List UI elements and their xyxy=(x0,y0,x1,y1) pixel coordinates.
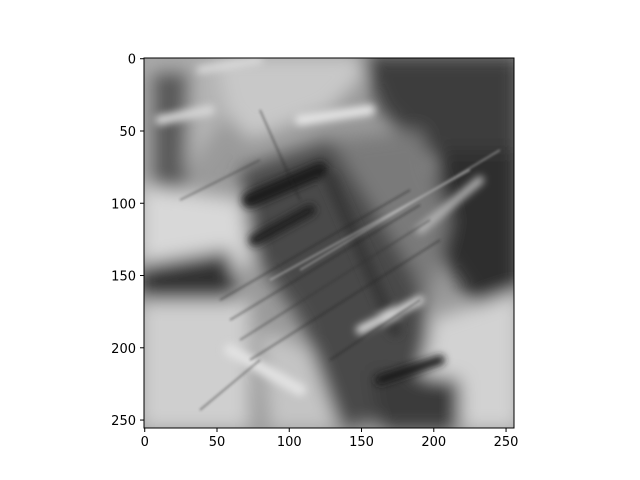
y-axis: 0 50 100 150 200 250 xyxy=(111,53,144,429)
x-tick-label: 100 xyxy=(277,435,302,450)
image-canvas xyxy=(144,58,514,428)
y-tick-label: 200 xyxy=(111,342,136,357)
y-tick-label: 50 xyxy=(119,125,136,140)
x-tick-label: 250 xyxy=(494,435,519,450)
x-tick-label: 0 xyxy=(141,435,149,450)
x-axis: 0 50 100 150 200 250 xyxy=(141,428,519,450)
axes-frame xyxy=(143,57,515,429)
y-tick-label: 250 xyxy=(111,414,136,429)
x-tick-label: 150 xyxy=(349,435,374,450)
y-tick-label: 150 xyxy=(111,270,136,285)
x-tick-label: 200 xyxy=(421,435,446,450)
y-tick-label: 100 xyxy=(111,197,136,212)
x-tick-label: 50 xyxy=(209,435,226,450)
y-tick-label: 0 xyxy=(128,53,136,68)
